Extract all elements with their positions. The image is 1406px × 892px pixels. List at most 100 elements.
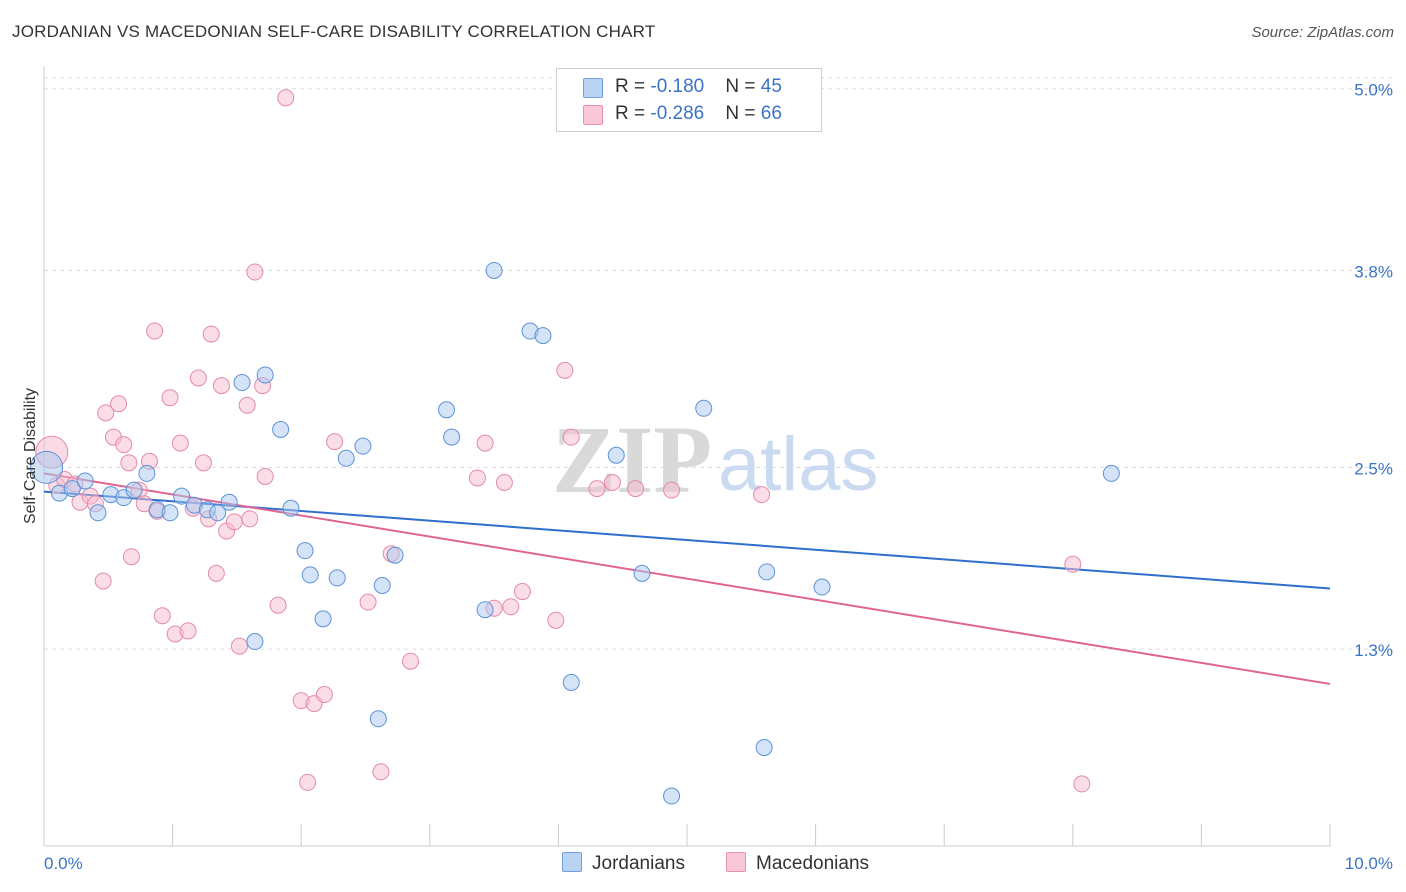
point-jordanians[interactable] [63, 480, 81, 498]
point-jordanians[interactable] [272, 420, 290, 438]
point-macedonians[interactable] [556, 361, 574, 379]
point-jordanians[interactable] [125, 481, 143, 499]
point-jordanians[interactable] [438, 401, 456, 419]
point-jordanians[interactable] [813, 578, 831, 596]
point-macedonians[interactable] [603, 474, 621, 492]
point-macedonians[interactable] [230, 637, 248, 655]
x-tick-labels: 0.0% 10.0% [44, 854, 1393, 873]
legend-label-jordanians: Jordanians [592, 853, 685, 874]
point-jordanians[interactable] [233, 374, 251, 392]
legend-n-label: N = [725, 76, 761, 97]
point-jordanians[interactable] [209, 504, 227, 522]
point-jordanians[interactable] [633, 564, 651, 582]
legend-r-value: -0.286 [650, 103, 705, 124]
point-macedonians[interactable] [562, 428, 580, 446]
point-macedonians[interactable] [495, 474, 513, 492]
point-jordanians[interactable] [443, 428, 461, 446]
point-jordanians[interactable] [161, 504, 179, 522]
point-macedonians[interactable] [402, 652, 420, 670]
y-axis-title: Self-Care Disability [22, 388, 39, 524]
trend-lines [43, 472, 1331, 685]
point-jordanians[interactable] [607, 446, 625, 464]
y-tick-label: 5.0% [1354, 81, 1393, 100]
point-macedonians[interactable] [476, 434, 494, 452]
point-macedonians[interactable] [277, 89, 295, 107]
point-macedonians[interactable] [241, 510, 259, 528]
point-jordanians[interactable] [296, 542, 314, 560]
point-jordanians[interactable] [246, 633, 264, 651]
legend-item-jordanians[interactable]: Jordanians [562, 852, 685, 875]
point-macedonians[interactable] [502, 598, 520, 616]
point-macedonians[interactable] [513, 583, 531, 601]
point-jordanians[interactable] [369, 710, 387, 728]
point-macedonians[interactable] [315, 686, 333, 704]
point-macedonians[interactable] [146, 322, 164, 340]
x-tick-label: 0.0% [44, 854, 83, 873]
point-macedonians[interactable] [326, 433, 344, 451]
point-macedonians[interactable] [212, 377, 230, 395]
point-macedonians[interactable] [238, 396, 256, 414]
point-jordanians[interactable] [328, 569, 346, 587]
point-jordanians[interactable] [485, 261, 503, 279]
point-jordanians[interactable] [138, 464, 156, 482]
point-macedonians[interactable] [547, 611, 565, 629]
legend-item-macedonians[interactable]: Macedonians [726, 852, 869, 875]
point-macedonians[interactable] [122, 548, 140, 566]
point-jordanians[interactable] [89, 504, 107, 522]
point-macedonians[interactable] [468, 469, 486, 487]
point-jordanians[interactable] [562, 673, 580, 691]
point-jordanians[interactable] [1102, 464, 1120, 482]
point-macedonians[interactable] [207, 564, 225, 582]
point-macedonians[interactable] [372, 763, 390, 781]
point-jordanians[interactable] [534, 327, 552, 345]
point-jordanians[interactable] [282, 499, 300, 517]
legend-swatch-macedonians [726, 852, 746, 872]
legend-n-label: N = [725, 103, 761, 124]
chart-title: JORDANIAN VS MACEDONIAN SELF-CARE DISABI… [12, 22, 656, 41]
point-macedonians[interactable] [153, 607, 171, 625]
point-jordanians[interactable] [386, 546, 404, 564]
point-macedonians[interactable] [94, 572, 112, 590]
point-jordanians[interactable] [301, 566, 319, 584]
point-macedonians[interactable] [1073, 775, 1091, 793]
correlation-legend: R = -0.180 N = 45 R = -0.286 N = 66 [556, 68, 822, 132]
point-macedonians[interactable] [161, 389, 179, 407]
point-macedonians[interactable] [120, 454, 138, 472]
point-macedonians[interactable] [202, 325, 220, 343]
point-jordanians[interactable] [663, 787, 681, 805]
point-macedonians[interactable] [97, 404, 115, 422]
point-macedonians[interactable] [627, 480, 645, 498]
point-jordanians[interactable] [755, 739, 773, 757]
point-macedonians[interactable] [299, 773, 317, 791]
point-macedonians[interactable] [225, 513, 243, 531]
point-macedonians[interactable] [194, 454, 212, 472]
point-jordanians[interactable] [314, 610, 332, 628]
point-jordanians[interactable] [373, 576, 391, 594]
point-jordanians[interactable] [337, 449, 355, 467]
point-jordanians[interactable] [76, 472, 94, 490]
data-points [30, 89, 1120, 805]
point-jordanians[interactable] [695, 399, 713, 417]
legend-swatch-jordanians [583, 78, 603, 98]
point-jordanians[interactable] [758, 563, 776, 581]
watermark: ZIP atlas [552, 406, 879, 513]
point-macedonians[interactable] [115, 436, 133, 454]
point-macedonians[interactable] [588, 480, 606, 498]
point-macedonians[interactable] [269, 596, 287, 614]
point-jordanians[interactable] [476, 601, 494, 619]
point-jordanians[interactable] [354, 437, 372, 455]
point-macedonians[interactable] [663, 481, 681, 499]
point-jordanians[interactable] [30, 450, 64, 484]
point-macedonians[interactable] [179, 622, 197, 640]
point-macedonians[interactable] [171, 434, 189, 452]
point-macedonians[interactable] [189, 369, 207, 387]
point-macedonians[interactable] [110, 395, 128, 413]
point-jordanians[interactable] [173, 487, 191, 505]
point-macedonians[interactable] [1064, 555, 1082, 573]
point-macedonians[interactable] [359, 593, 377, 611]
point-macedonians[interactable] [246, 263, 264, 281]
point-macedonians[interactable] [256, 467, 274, 485]
point-jordanians[interactable] [256, 366, 274, 384]
point-jordanians[interactable] [220, 493, 238, 511]
point-macedonians[interactable] [753, 486, 771, 504]
